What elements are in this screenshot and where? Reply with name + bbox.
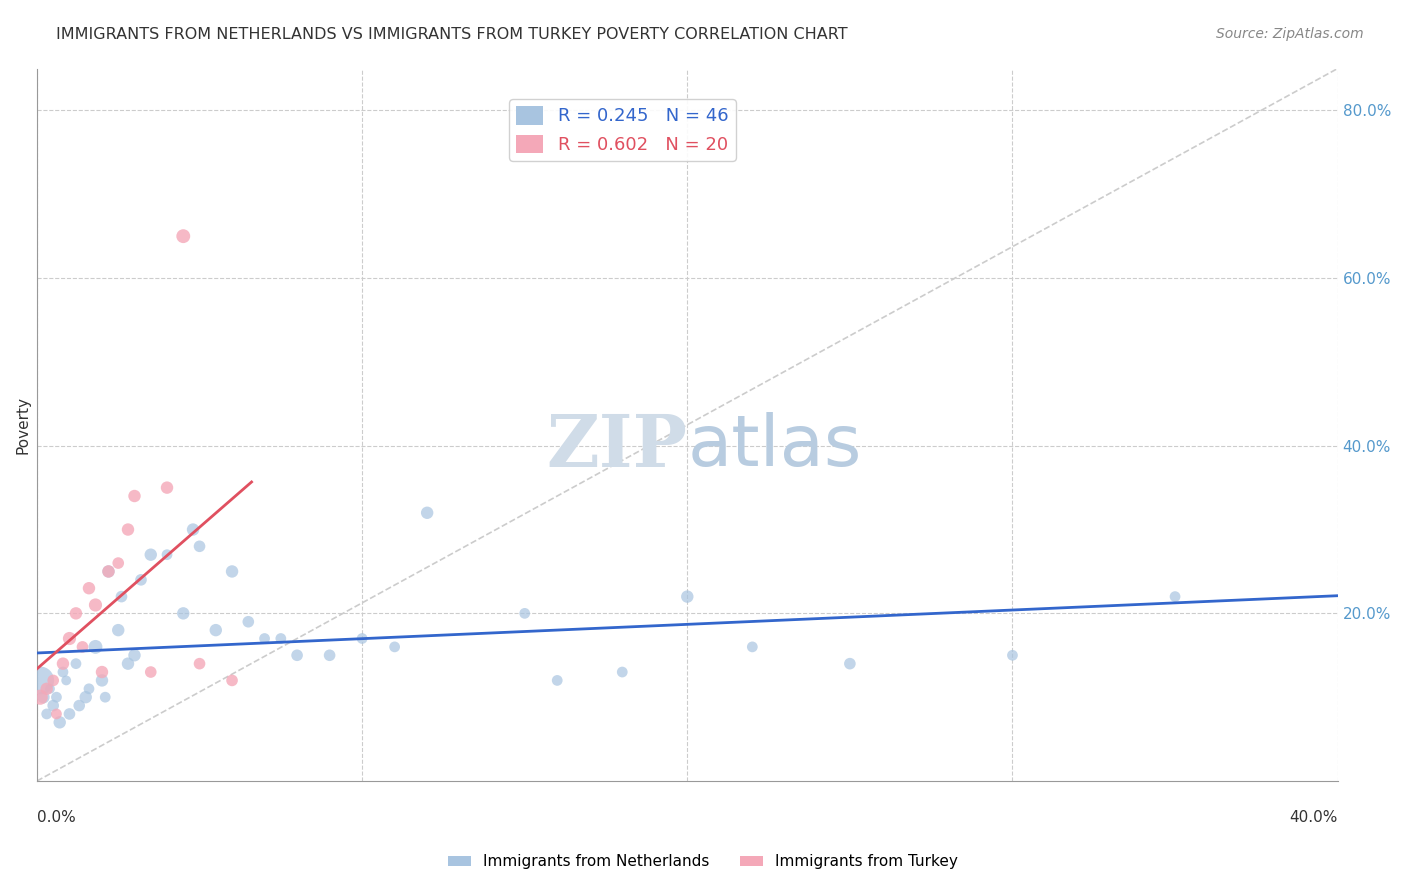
Point (91, 665, 114, 679)
Point (75, 690, 97, 705)
Point (67, 698, 90, 713)
Point (52, 665, 75, 679)
Point (35, 681, 58, 696)
Point (181, 523, 204, 537)
Point (117, 523, 139, 537)
Text: atlas: atlas (688, 411, 862, 481)
Point (221, 673, 243, 688)
Point (253, 632, 276, 646)
Point (65, 607, 87, 621)
Point (270, 632, 292, 646)
Point (676, 590, 699, 604)
Point (48, 715, 70, 730)
Point (97, 565, 120, 579)
Point (35, 706, 58, 721)
Point (52, 657, 75, 671)
Point (172, 229, 194, 244)
Point (285, 648, 308, 663)
Point (139, 548, 162, 562)
Point (612, 665, 634, 679)
Point (110, 590, 132, 604)
Point (156, 481, 179, 495)
Point (72, 640, 94, 654)
Point (45, 706, 67, 721)
Legend: R = 0.245   N = 46, R = 0.602   N = 20: R = 0.245 N = 46, R = 0.602 N = 20 (509, 99, 735, 161)
Point (107, 556, 129, 570)
Point (58, 632, 80, 646)
Point (352, 632, 374, 646)
Point (1164, 590, 1187, 604)
Point (124, 648, 146, 663)
Point (84, 640, 107, 654)
Point (838, 657, 860, 671)
Point (117, 657, 139, 671)
Point (139, 665, 162, 679)
Point (129, 573, 152, 587)
Point (156, 548, 179, 562)
Point (42, 673, 65, 688)
Point (77, 581, 100, 595)
Point (318, 648, 340, 663)
Point (124, 489, 146, 503)
Point (91, 673, 114, 688)
Point (188, 657, 211, 671)
Point (32, 690, 55, 705)
Point (1001, 648, 1024, 663)
Point (30, 690, 52, 705)
Point (84, 598, 107, 612)
Point (221, 565, 243, 579)
Point (55, 673, 77, 688)
Point (546, 673, 568, 688)
Y-axis label: Poverty: Poverty (15, 396, 30, 454)
Point (188, 539, 211, 553)
Point (45, 690, 67, 705)
Point (416, 506, 439, 520)
Point (204, 623, 226, 637)
Point (384, 640, 406, 654)
Text: 40.0%: 40.0% (1289, 810, 1337, 824)
Point (65, 657, 87, 671)
Point (741, 640, 763, 654)
Point (513, 607, 536, 621)
Text: Source: ZipAtlas.com: Source: ZipAtlas.com (1216, 27, 1364, 41)
Legend: Immigrants from Netherlands, Immigrants from Turkey: Immigrants from Netherlands, Immigrants … (441, 848, 965, 875)
Text: IMMIGRANTS FROM NETHERLANDS VS IMMIGRANTS FROM TURKEY POVERTY CORRELATION CHART: IMMIGRANTS FROM NETHERLANDS VS IMMIGRANT… (56, 27, 848, 42)
Text: ZIP: ZIP (547, 410, 688, 482)
Point (172, 607, 194, 621)
Text: 0.0%: 0.0% (37, 810, 76, 824)
Point (238, 615, 260, 629)
Point (94, 690, 117, 705)
Point (107, 623, 129, 637)
Point (30, 673, 52, 688)
Point (58, 706, 80, 721)
Point (97, 565, 120, 579)
Point (39, 681, 62, 696)
Point (77, 681, 100, 696)
Point (42, 698, 65, 713)
